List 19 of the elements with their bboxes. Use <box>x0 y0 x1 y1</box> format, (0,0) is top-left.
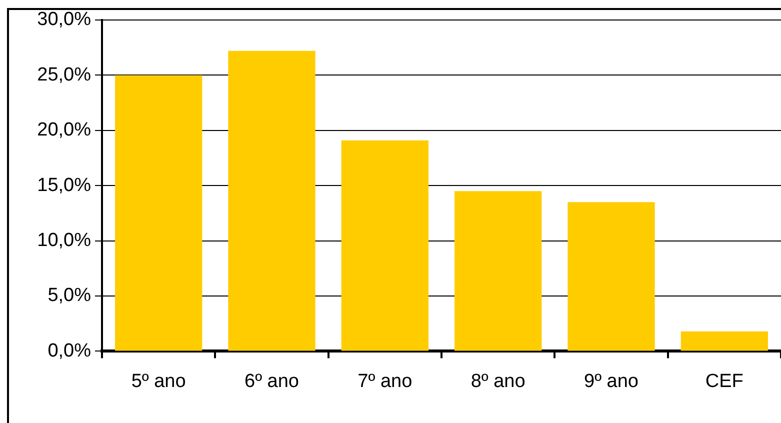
y-tick-label: 30,0% <box>37 9 92 30</box>
y-tick-label: 10,0% <box>37 230 92 252</box>
bar <box>228 50 316 351</box>
x-tick-label: 9º ano <box>584 370 638 392</box>
y-tick-label: 0,0% <box>48 340 92 362</box>
y-tick-label: 15,0% <box>37 174 92 196</box>
x-tick-label: 5º ano <box>131 370 186 392</box>
x-tick-label: 7º ano <box>358 370 412 392</box>
x-tick-label: CEF <box>705 370 744 392</box>
x-tick-label: 6º ano <box>244 370 299 392</box>
y-tick-label: 20,0% <box>37 120 92 141</box>
x-tick-label: 8º ano <box>470 370 526 392</box>
y-tick-label: 25,0% <box>37 64 92 86</box>
bar <box>454 191 542 351</box>
bar <box>568 202 655 351</box>
bar <box>341 140 428 351</box>
bar <box>680 331 768 351</box>
bar <box>115 75 202 351</box>
y-tick-label: 5,0% <box>48 285 92 306</box>
